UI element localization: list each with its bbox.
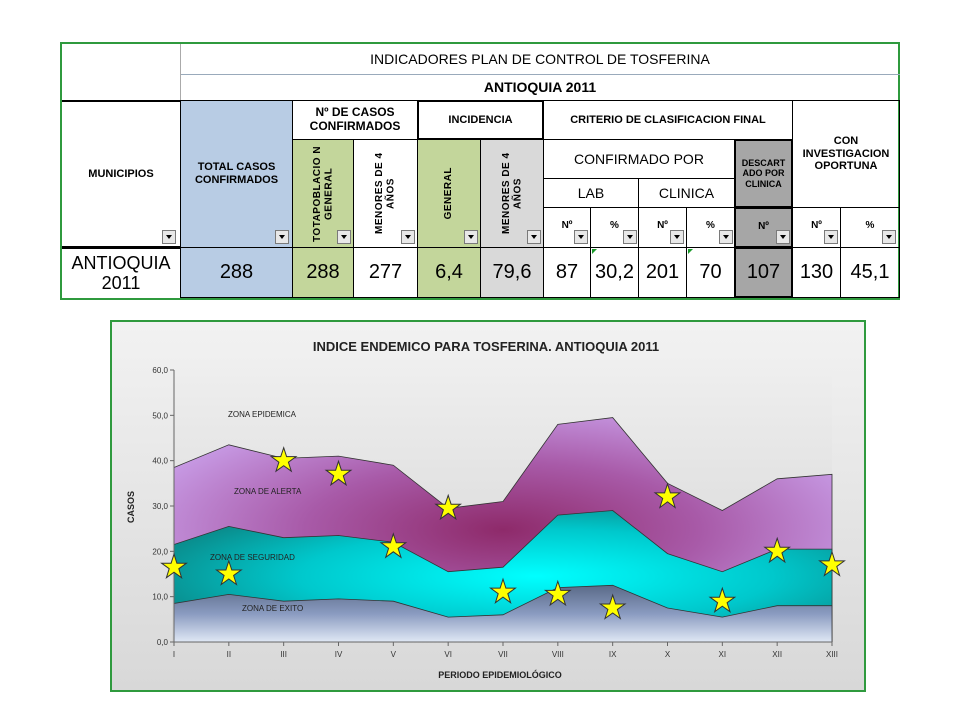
observed-cases-marker bbox=[818, 550, 846, 577]
filter-dropdown-desc-n[interactable] bbox=[776, 230, 790, 244]
filter-dropdown-total[interactable] bbox=[275, 230, 289, 244]
zone-label-epidemic: ZONA EPIDEMICA bbox=[228, 410, 297, 419]
x-tick-label: VIII bbox=[552, 650, 564, 659]
header-inc-general: GENERAL bbox=[417, 139, 481, 248]
comment-indicator bbox=[592, 249, 597, 254]
comment-indicator bbox=[688, 249, 693, 254]
observed-cases-marker bbox=[379, 532, 408, 559]
y-tick-label: 0,0 bbox=[157, 638, 169, 647]
header-criterio: CRITERIO DE CLASIFICACION FINAL bbox=[543, 100, 793, 140]
y-tick-label: 10,0 bbox=[152, 593, 168, 602]
chart-title: INDICE ENDEMICO PARA TOSFERINA. ANTIOQUI… bbox=[313, 339, 659, 354]
header-clinica: CLINICA bbox=[638, 178, 735, 208]
filter-dropdown-inv-pct[interactable] bbox=[882, 230, 896, 244]
chart-svg: INDICE ENDEMICO PARA TOSFERINA. ANTIOQUI… bbox=[126, 339, 846, 680]
cell-inc-general: 6,4 bbox=[417, 247, 481, 298]
header-totapoblacion: TOTAPOBLACIO N GENERAL bbox=[292, 139, 354, 248]
filter-dropdown-totapoblacion[interactable] bbox=[337, 230, 351, 244]
header-descartado: DESCART ADO POR CLINICA bbox=[734, 139, 793, 208]
observed-cases-marker bbox=[598, 593, 627, 620]
series-safety-area bbox=[173, 584, 833, 643]
cell-totapoblacion: 288 bbox=[292, 247, 354, 298]
x-tick-label: XII bbox=[772, 650, 782, 659]
header-num-casos: Nº DE CASOS CONFIRMADOS bbox=[292, 100, 418, 140]
observed-cases-marker bbox=[160, 552, 188, 579]
cell-clin-n: 201 bbox=[638, 247, 687, 298]
header-con-investigacion: CON INVESTIGACION OPORTUNA bbox=[792, 100, 900, 208]
x-tick-label: XIII bbox=[826, 650, 838, 659]
x-tick-label: II bbox=[227, 650, 231, 659]
indicators-table: INDICADORES PLAN DE CONTROL DE TOSFERINA… bbox=[60, 42, 900, 300]
x-tick-label: VI bbox=[444, 650, 452, 659]
filter-dropdown-inc-general[interactable] bbox=[464, 230, 478, 244]
filter-dropdown-lab-n[interactable] bbox=[574, 230, 588, 244]
y-tick-label: 40,0 bbox=[152, 457, 168, 466]
cell-descartado-n: 107 bbox=[734, 247, 793, 298]
observed-cases-marker bbox=[434, 493, 463, 521]
observed-cases-marker bbox=[269, 446, 298, 473]
cell-total: 288 bbox=[180, 247, 293, 298]
header-total-casos: TOTAL CASOS CONFIRMADOS bbox=[180, 100, 293, 248]
x-axis-label: PERIODO EPIDEMIOLÓGICO bbox=[438, 669, 562, 680]
observed-cases-marker bbox=[324, 459, 353, 487]
y-tick-label: 50,0 bbox=[152, 411, 168, 420]
zone-label-success: ZONA DE EXITO bbox=[242, 604, 303, 613]
observed-cases-marker bbox=[763, 536, 792, 564]
cell-invest-pct: 45,1 bbox=[840, 247, 900, 298]
cell-menores: 277 bbox=[353, 247, 418, 298]
title-divider bbox=[180, 44, 181, 100]
observed-cases-marker bbox=[489, 577, 517, 605]
filter-dropdown-municipios[interactable] bbox=[162, 230, 176, 244]
header-municipios: MUNICIPIOS bbox=[62, 100, 181, 248]
table-title: INDICADORES PLAN DE CONTROL DE TOSFERINA bbox=[370, 50, 710, 67]
x-tick-label: VII bbox=[498, 650, 508, 659]
table-subtitle: ANTIOQUIA 2011 bbox=[180, 74, 900, 100]
x-tick-label: IX bbox=[609, 650, 617, 659]
x-tick-label: III bbox=[280, 650, 287, 659]
cell-lab-n: 87 bbox=[543, 247, 591, 298]
endemic-chart: INDICE ENDEMICO PARA TOSFERINA. ANTIOQUI… bbox=[110, 320, 866, 692]
observed-cases-marker bbox=[214, 559, 243, 586]
filter-dropdown-inv-n[interactable] bbox=[824, 230, 838, 244]
observed-cases-marker bbox=[653, 482, 682, 509]
x-tick-label: V bbox=[391, 650, 397, 659]
x-tick-label: I bbox=[173, 650, 175, 659]
cell-invest-n: 130 bbox=[792, 247, 841, 298]
cell-inc-menores: 79,6 bbox=[480, 247, 544, 298]
cell-municipio: ANTIOQUIA 2011 bbox=[62, 247, 181, 298]
header-confirmado-por: CONFIRMADO POR bbox=[543, 139, 735, 179]
zone-label-safety: ZONA DE SEGURIDAD bbox=[210, 553, 295, 562]
header-lab: LAB bbox=[543, 178, 639, 208]
y-axis-label: CASOS bbox=[126, 491, 136, 523]
filter-dropdown-inc-menores[interactable] bbox=[527, 230, 541, 244]
y-tick-label: 30,0 bbox=[152, 502, 168, 511]
header-incidencia: INCIDENCIA bbox=[417, 100, 544, 140]
x-tick-label: XI bbox=[719, 650, 727, 659]
observed-cases-marker bbox=[708, 586, 737, 614]
filter-dropdown-clin-n[interactable] bbox=[670, 230, 684, 244]
cell-lab-pct: 30,2 bbox=[590, 247, 639, 298]
zone-label-alert: ZONA DE ALERTA bbox=[234, 487, 302, 496]
y-tick-label: 60,0 bbox=[152, 366, 168, 375]
cell-clin-pct: 70 bbox=[686, 247, 735, 298]
filter-dropdown-lab-pct[interactable] bbox=[623, 230, 637, 244]
x-tick-label: X bbox=[665, 650, 671, 659]
x-tick-label: IV bbox=[335, 650, 343, 659]
filter-dropdown-menores[interactable] bbox=[401, 230, 415, 244]
observed-cases-marker bbox=[543, 579, 572, 607]
y-tick-label: 20,0 bbox=[152, 547, 168, 556]
filter-dropdown-clin-pct[interactable] bbox=[719, 230, 733, 244]
